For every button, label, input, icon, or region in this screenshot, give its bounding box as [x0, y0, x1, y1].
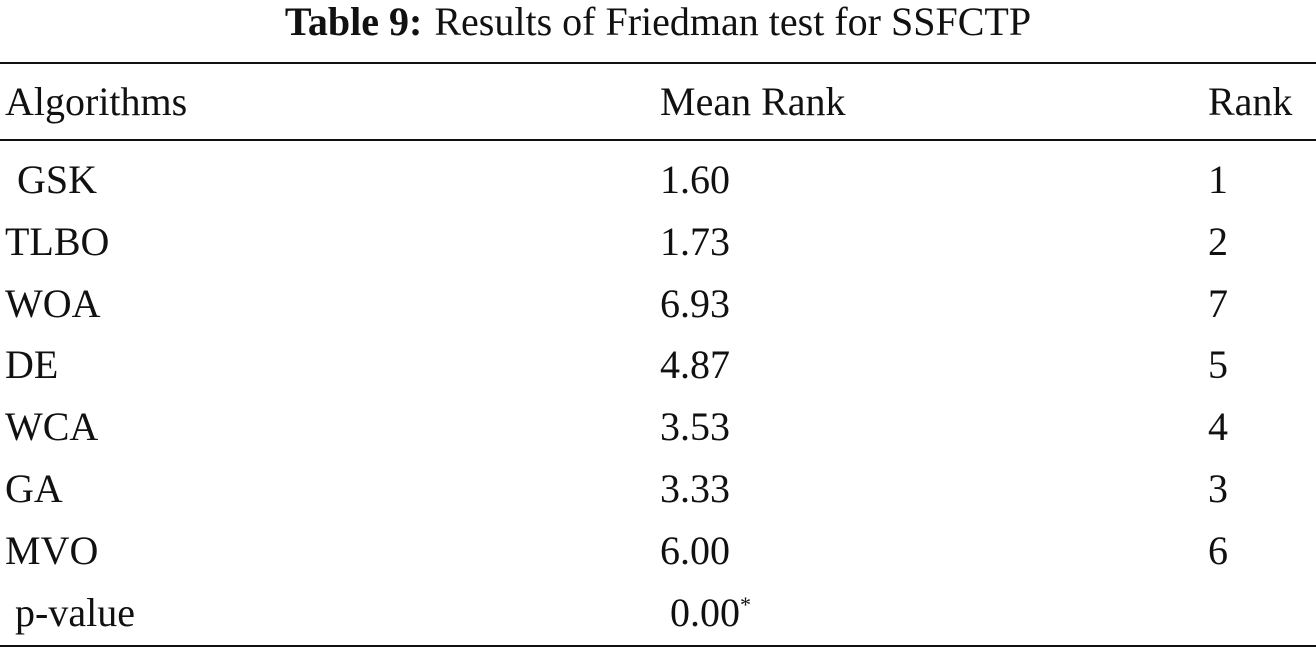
mean-rank-cell: 6.00 — [660, 527, 730, 573]
algorithm-cell: MVO — [5, 527, 99, 573]
significance-mark: * — [740, 591, 751, 617]
rank-cell: 6 — [1208, 527, 1228, 573]
rank-cell: 3 — [1208, 466, 1228, 511]
bottom-rule — [0, 645, 1316, 647]
mean-rank-cell: 1.73 — [660, 218, 730, 264]
rank-cell: 7 — [1208, 280, 1228, 326]
mid-rule — [0, 139, 1316, 141]
mean-rank-cell: 1.60 — [660, 157, 730, 202]
column-header: Algorithms — [5, 79, 188, 124]
column-header: Rank — [1208, 79, 1293, 124]
algorithm-cell: WOA — [5, 280, 101, 326]
p-value-label: p-value — [15, 589, 135, 635]
top-rule — [0, 62, 1316, 64]
algorithm-cell: TLBO — [5, 218, 110, 264]
p-value: 0.00* — [670, 589, 751, 635]
rank-cell: 2 — [1208, 218, 1228, 264]
algorithm-cell: WCA — [5, 404, 99, 450]
rank-cell: 4 — [1208, 404, 1228, 450]
rank-cell: 1 — [1208, 157, 1228, 202]
caption-label: Table 9: — [284, 0, 423, 44]
mean-rank-cell: 3.53 — [660, 404, 730, 450]
caption-text: Results of Friedman test for SSFCTP — [434, 0, 1032, 44]
rank-cell: 5 — [1208, 342, 1228, 388]
column-header: Mean Rank — [660, 79, 846, 124]
algorithm-cell: GSK — [17, 157, 98, 202]
mean-rank-cell: 3.33 — [660, 466, 730, 511]
mean-rank-cell: 4.87 — [660, 342, 730, 388]
algorithm-cell: GA — [5, 466, 63, 511]
algorithm-cell: DE — [5, 342, 59, 388]
p-value-number: 0.00 — [670, 589, 740, 635]
mean-rank-cell: 6.93 — [660, 280, 730, 326]
table-caption: Table 9: Results of Friedman test for SSF… — [0, 0, 1316, 44]
